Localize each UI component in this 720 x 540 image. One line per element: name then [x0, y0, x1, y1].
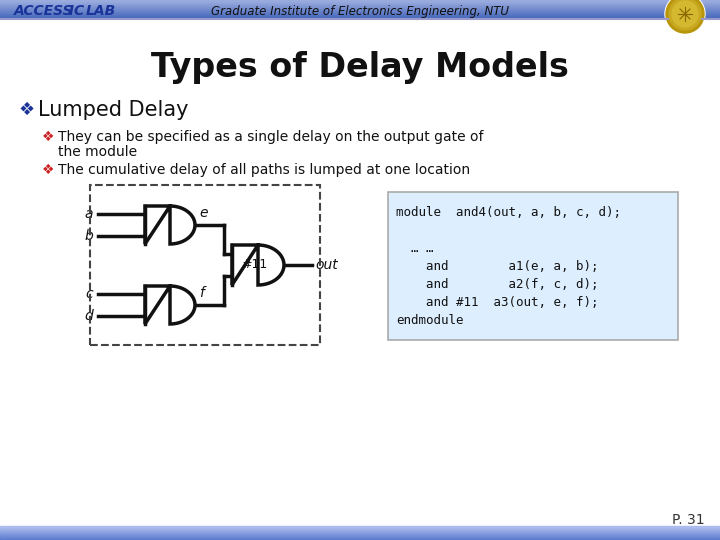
Text: e: e	[199, 206, 207, 220]
Bar	[0, 1, 720, 2]
Text: ❖: ❖	[42, 130, 55, 144]
Bar	[0, 2, 720, 3]
Bar	[0, 4, 720, 5]
Bar	[0, 13, 720, 14]
Circle shape	[669, 0, 701, 30]
Bar	[90, 185, 320, 345]
Text: and        a1(e, a, b);: and a1(e, a, b);	[396, 260, 598, 273]
Polygon shape	[145, 286, 195, 324]
Bar	[0, 3, 720, 4]
Bar	[0, 532, 720, 533]
Bar	[0, 529, 720, 530]
Bar	[0, 7, 720, 8]
Bar	[0, 0, 720, 1]
Bar	[0, 8, 720, 9]
Text: They can be specified as a single delay on the output gate of: They can be specified as a single delay …	[58, 130, 484, 144]
Bar	[0, 536, 720, 537]
Bar	[0, 5, 720, 6]
Text: LAB: LAB	[86, 4, 116, 18]
Bar	[0, 537, 720, 538]
Bar	[0, 533, 720, 534]
FancyBboxPatch shape	[388, 192, 678, 340]
Text: … …: … …	[396, 242, 433, 255]
Text: d: d	[84, 309, 93, 322]
Text: f: f	[199, 286, 204, 300]
Bar	[0, 9, 720, 10]
Bar	[0, 535, 720, 536]
Text: ❖: ❖	[18, 101, 34, 119]
Text: Graduate Institute of Electronics Engineering, NTU: Graduate Institute of Electronics Engine…	[211, 4, 509, 17]
Bar	[0, 526, 720, 527]
Bar	[0, 11, 720, 12]
Text: ACCESS: ACCESS	[14, 4, 73, 18]
Text: ❖: ❖	[42, 163, 55, 177]
Text: The cumulative delay of all paths is lumped at one location: The cumulative delay of all paths is lum…	[58, 163, 470, 177]
Text: P. 31: P. 31	[672, 513, 705, 527]
Text: and        a2(f, c, d);: and a2(f, c, d);	[396, 278, 598, 291]
Bar	[0, 531, 720, 532]
Text: IC: IC	[64, 4, 89, 18]
Circle shape	[666, 0, 704, 33]
Bar	[0, 17, 720, 18]
Bar	[0, 530, 720, 531]
Polygon shape	[145, 206, 195, 244]
Text: the module: the module	[58, 145, 137, 159]
Text: b: b	[84, 228, 93, 242]
Bar	[0, 538, 720, 539]
Circle shape	[672, 1, 698, 27]
Bar	[0, 539, 720, 540]
Text: Lumped Delay: Lumped Delay	[38, 100, 189, 120]
Text: a: a	[84, 207, 93, 221]
Text: #11: #11	[241, 259, 267, 272]
Bar	[0, 15, 720, 16]
Circle shape	[665, 0, 705, 34]
Bar	[0, 10, 720, 11]
Bar	[0, 534, 720, 535]
Text: out: out	[315, 258, 338, 272]
Bar	[0, 527, 720, 528]
Bar	[0, 6, 720, 7]
Text: and #11  a3(out, e, f);: and #11 a3(out, e, f);	[396, 296, 598, 309]
Text: Types of Delay Models: Types of Delay Models	[151, 51, 569, 84]
Text: module  and4(out, a, b, c, d);: module and4(out, a, b, c, d);	[396, 206, 621, 219]
Bar	[0, 16, 720, 17]
Polygon shape	[232, 245, 284, 285]
Bar	[0, 14, 720, 15]
Text: endmodule: endmodule	[396, 314, 464, 327]
Bar	[0, 12, 720, 13]
Text: c: c	[86, 287, 93, 301]
Bar	[0, 528, 720, 529]
